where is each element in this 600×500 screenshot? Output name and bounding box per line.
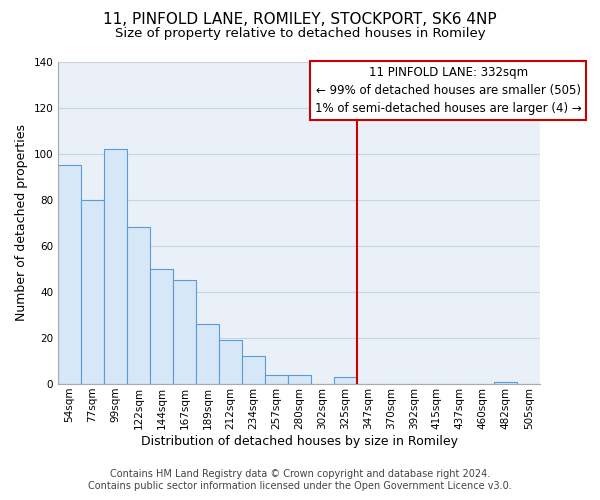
Bar [58,165,81,384]
Bar [265,375,288,384]
Bar [334,377,356,384]
Bar [219,340,242,384]
Bar [242,356,265,384]
Bar [196,324,219,384]
Bar [104,149,127,384]
Bar [81,200,104,384]
Y-axis label: Number of detached properties: Number of detached properties [15,124,28,322]
Bar [127,228,150,384]
Text: Contains HM Land Registry data © Crown copyright and database right 2024.
Contai: Contains HM Land Registry data © Crown c… [88,470,512,491]
Bar [150,269,173,384]
X-axis label: Distribution of detached houses by size in Romiley: Distribution of detached houses by size … [140,434,458,448]
Text: Size of property relative to detached houses in Romiley: Size of property relative to detached ho… [115,28,485,40]
Bar [288,375,311,384]
Text: 11 PINFOLD LANE: 332sqm
← 99% of detached houses are smaller (505)
1% of semi-de: 11 PINFOLD LANE: 332sqm ← 99% of detache… [315,66,582,115]
Text: 11, PINFOLD LANE, ROMILEY, STOCKPORT, SK6 4NP: 11, PINFOLD LANE, ROMILEY, STOCKPORT, SK… [103,12,497,28]
Bar [173,280,196,384]
Bar [494,382,517,384]
